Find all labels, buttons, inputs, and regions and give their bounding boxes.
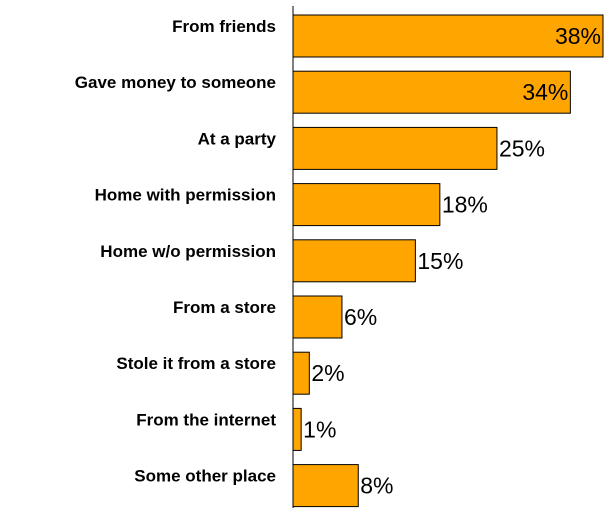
category-label-1: Gave money to someone (75, 73, 276, 92)
bar-3 (292, 183, 441, 227)
bar-5 (292, 295, 343, 339)
value-label-2: 25% (499, 135, 545, 161)
category-label-0: From friends (172, 17, 276, 36)
value-labels: 38% 34% 25% 18% 15% 6% 2% 1% 8% (303, 23, 601, 499)
bar-1 (292, 70, 571, 114)
value-label-5: 6% (344, 304, 377, 330)
category-label-2: At a party (198, 129, 277, 148)
bar-4 (292, 239, 416, 283)
category-label-3: Home with permission (95, 186, 276, 205)
bar-6 (292, 351, 310, 395)
category-label-6: Stole it from a store (116, 354, 276, 373)
value-label-3: 18% (442, 192, 488, 218)
bar-2 (292, 126, 498, 170)
category-label-8: Some other place (134, 467, 276, 486)
category-label-7: From the internet (136, 410, 276, 429)
value-label-0: 38% (555, 23, 601, 49)
value-label-1: 34% (522, 79, 568, 105)
value-label-8: 8% (360, 473, 393, 499)
value-label-7: 1% (303, 416, 336, 442)
category-label-5: From a store (173, 298, 276, 317)
bar-8 (292, 464, 359, 508)
value-label-4: 15% (417, 248, 463, 274)
bar-0 (292, 14, 604, 58)
value-label-6: 2% (311, 360, 344, 386)
bars (292, 14, 604, 508)
category-label-4: Home w/o permission (100, 242, 276, 261)
bar-7 (292, 407, 302, 451)
category-labels: From friends Gave money to someone At a pa… (75, 17, 277, 486)
